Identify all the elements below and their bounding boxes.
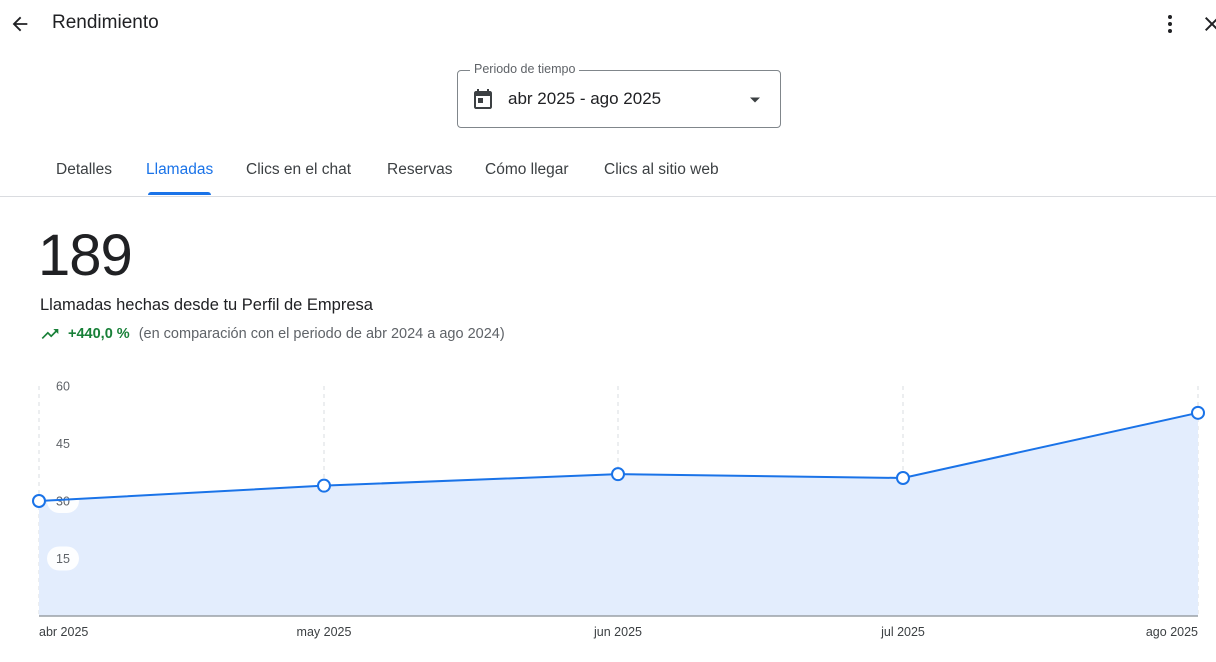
top-bar: Rendimiento xyxy=(0,0,1216,48)
y-tick-label: 15 xyxy=(56,552,70,566)
x-tick-label: ago 2025 xyxy=(1146,625,1198,639)
x-tick-label: abr 2025 xyxy=(39,625,88,639)
metric-tabs: Detalles Llamadas Clics en el chat Reser… xyxy=(0,146,1216,197)
calls-chart: 15 30 45 60 abr 2025 may 2025 jun 2025 jul 2025… xyxy=(32,374,1205,639)
y-tick-label: 30 xyxy=(56,495,70,509)
y-tick-background xyxy=(47,489,79,513)
x-tick-label: jun 2025 xyxy=(593,625,642,639)
x-tick-label: may 2025 xyxy=(297,625,352,639)
tab-como-llegar[interactable]: Cómo llegar xyxy=(485,161,569,178)
more-options-button[interactable] xyxy=(1156,8,1184,40)
more-vert-icon xyxy=(1168,15,1172,33)
period-value: abr 2025 - ago 2025 xyxy=(508,89,662,108)
trending-up-icon xyxy=(41,329,59,339)
close-button[interactable] xyxy=(1200,8,1216,40)
active-tab-indicator xyxy=(148,192,211,195)
y-tick-label: 60 xyxy=(56,380,70,394)
y-tick-background xyxy=(47,431,79,456)
total-calls-value: 189 xyxy=(38,223,133,288)
data-point xyxy=(1191,405,1205,420)
dropdown-arrow-icon xyxy=(750,97,760,103)
y-tick-label: 45 xyxy=(56,437,70,451)
data-point xyxy=(896,471,910,485)
x-tick-label: jul 2025 xyxy=(880,625,925,639)
data-point xyxy=(317,478,331,493)
calendar-icon xyxy=(474,89,492,109)
metric-description: Llamadas hechas desde tu Perfil de Empre… xyxy=(40,296,373,314)
tab-clics-sitio-web[interactable]: Clics al sitio web xyxy=(604,161,719,178)
tab-llamadas[interactable]: Llamadas xyxy=(146,161,214,178)
page-title: Rendimiento xyxy=(52,12,159,33)
tab-reservas[interactable]: Reservas xyxy=(387,161,453,178)
y-tick-background xyxy=(47,546,79,571)
area-fill xyxy=(39,412,1198,616)
data-point xyxy=(611,467,625,482)
tab-detalles[interactable]: Detalles xyxy=(56,161,112,178)
close-icon xyxy=(1205,17,1216,31)
tab-clics-chat[interactable]: Clics en el chat xyxy=(246,161,352,178)
trend-row: +440,0 % (en comparación con el periodo … xyxy=(40,324,505,344)
back-button[interactable] xyxy=(4,8,36,40)
y-tick-background xyxy=(47,374,79,398)
arrow-back-icon xyxy=(12,16,28,32)
change-percent: +440,0 % xyxy=(68,326,130,342)
period-select[interactable]: Periodo de tiempo abr 2025 - ago 2025 xyxy=(457,62,781,128)
comparison-note: (en comparación con el periodo de abr 20… xyxy=(138,326,505,342)
period-label: Periodo de tiempo xyxy=(470,62,580,76)
data-point xyxy=(32,494,46,508)
